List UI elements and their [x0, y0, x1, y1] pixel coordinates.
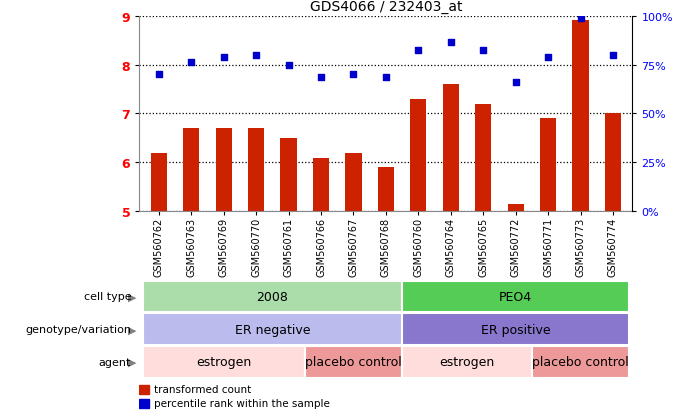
Text: transformed count: transformed count	[154, 384, 252, 394]
Bar	[143, 346, 305, 378]
Point	[413, 47, 424, 54]
Bar	[139, 399, 149, 408]
Bar	[540, 119, 556, 212]
Bar	[216, 129, 232, 212]
Text: ▶: ▶	[128, 324, 136, 335]
Bar	[345, 153, 362, 212]
Point	[348, 72, 359, 78]
Bar	[248, 129, 265, 212]
Bar	[183, 129, 199, 212]
Point	[218, 55, 229, 62]
Text: placebo control: placebo control	[305, 356, 402, 368]
Bar	[402, 346, 532, 378]
Point	[186, 59, 197, 66]
Point	[283, 62, 294, 69]
Point	[543, 55, 554, 62]
Point	[445, 40, 456, 47]
Bar	[402, 281, 629, 313]
Bar	[443, 85, 459, 212]
Text: ▶: ▶	[128, 357, 136, 367]
Text: estrogen: estrogen	[439, 356, 494, 368]
Text: ER negative: ER negative	[235, 323, 310, 336]
Bar	[402, 313, 629, 345]
Bar	[143, 313, 402, 345]
Text: placebo control: placebo control	[532, 356, 629, 368]
Point	[381, 74, 392, 81]
Point	[510, 79, 521, 86]
Text: ER positive: ER positive	[481, 323, 550, 336]
Bar	[139, 385, 149, 394]
Text: agent: agent	[99, 357, 131, 367]
Point	[251, 52, 262, 59]
Bar	[573, 21, 589, 212]
Text: percentile rank within the sample: percentile rank within the sample	[154, 398, 330, 408]
Bar	[143, 281, 402, 313]
Text: ▶: ▶	[128, 292, 136, 302]
Bar	[151, 153, 167, 212]
Point	[316, 74, 326, 81]
Title: GDS4066 / 232403_at: GDS4066 / 232403_at	[309, 0, 462, 14]
Point	[575, 16, 586, 22]
Text: 2008: 2008	[256, 290, 288, 303]
Bar	[313, 158, 329, 212]
Text: cell type: cell type	[84, 292, 131, 302]
Point	[478, 47, 489, 54]
Point	[154, 72, 165, 78]
Bar	[378, 168, 394, 212]
Text: PEO4: PEO4	[499, 290, 532, 303]
Bar	[305, 346, 402, 378]
Bar	[605, 114, 621, 212]
Bar	[280, 139, 296, 212]
Text: estrogen: estrogen	[196, 356, 252, 368]
Bar	[507, 204, 524, 212]
Point	[607, 52, 618, 59]
Bar	[410, 100, 426, 212]
Bar	[475, 104, 492, 212]
Text: genotype/variation: genotype/variation	[25, 324, 131, 335]
Bar	[532, 346, 629, 378]
